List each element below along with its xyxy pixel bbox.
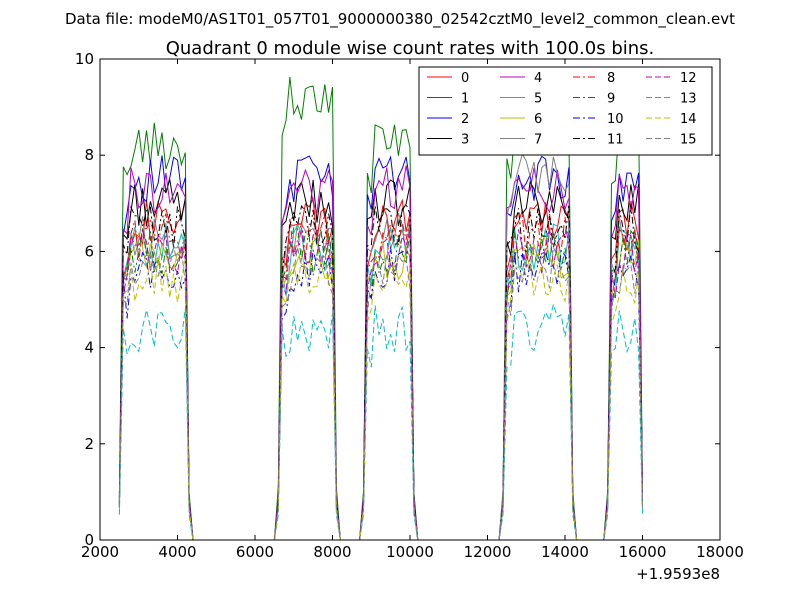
x-tick-label: 10000 xyxy=(386,543,434,561)
legend-label-12: 12 xyxy=(680,71,697,86)
x-tick-label: 14000 xyxy=(541,543,589,561)
ticks-layer: 2000 4000 6000 8000 10000 12000 14000 16000 1800… xyxy=(75,50,744,561)
series-layer xyxy=(118,76,643,541)
x-offset-label: +1.9593e8 xyxy=(636,565,720,583)
series-line-10 xyxy=(118,247,643,541)
legend-label-5: 5 xyxy=(534,92,542,107)
legend-label-0: 0 xyxy=(461,71,469,86)
series-line-3 xyxy=(118,179,643,541)
series-line-14 xyxy=(118,256,643,541)
legend-label-7: 7 xyxy=(534,133,542,148)
y-tick-label: 6 xyxy=(84,242,94,260)
y-tick-label: 4 xyxy=(84,339,94,357)
legend-label-2: 2 xyxy=(461,112,469,127)
legend-label-3: 3 xyxy=(461,133,469,148)
series-line-12 xyxy=(118,227,643,541)
series-line-7 xyxy=(118,152,643,541)
chart-title: Quadrant 0 module wise count rates with … xyxy=(166,38,655,59)
x-tick-label: 2000 xyxy=(81,543,119,561)
x-tick-label: 8000 xyxy=(313,543,351,561)
series-line-2 xyxy=(118,155,643,541)
legend-label-9: 9 xyxy=(607,92,615,107)
y-tick-label: 2 xyxy=(84,435,94,453)
legend-label-10: 10 xyxy=(607,112,624,127)
x-tick-label: 6000 xyxy=(236,543,274,561)
x-tick-label: 12000 xyxy=(464,543,512,561)
legend-label-1: 1 xyxy=(461,92,469,107)
series-line-13 xyxy=(118,302,643,541)
series-line-5 xyxy=(118,223,643,541)
legend-label-13: 13 xyxy=(680,92,697,107)
x-tick-label: 4000 xyxy=(158,543,196,561)
y-tick-label: 0 xyxy=(84,531,94,549)
x-tick-label: 16000 xyxy=(619,543,667,561)
legend-label-11: 11 xyxy=(607,133,624,148)
legend-label-4: 4 xyxy=(534,71,542,86)
series-line-9 xyxy=(118,227,643,541)
series-line-4 xyxy=(118,165,643,541)
x-tick-label: 18000 xyxy=(696,543,744,561)
y-tick-label: 10 xyxy=(75,50,94,68)
series-line-11 xyxy=(118,203,643,541)
suptitle: Data file: modeM0/AS1T01_057T01_90000003… xyxy=(65,10,735,29)
legend-label-14: 14 xyxy=(680,112,697,127)
legend-label-6: 6 xyxy=(534,112,542,127)
legend-label-8: 8 xyxy=(607,71,615,86)
legend-label-15: 15 xyxy=(680,133,697,148)
legend-frame xyxy=(418,66,713,156)
series-line-6 xyxy=(118,231,643,541)
y-tick-label: 8 xyxy=(84,146,94,164)
